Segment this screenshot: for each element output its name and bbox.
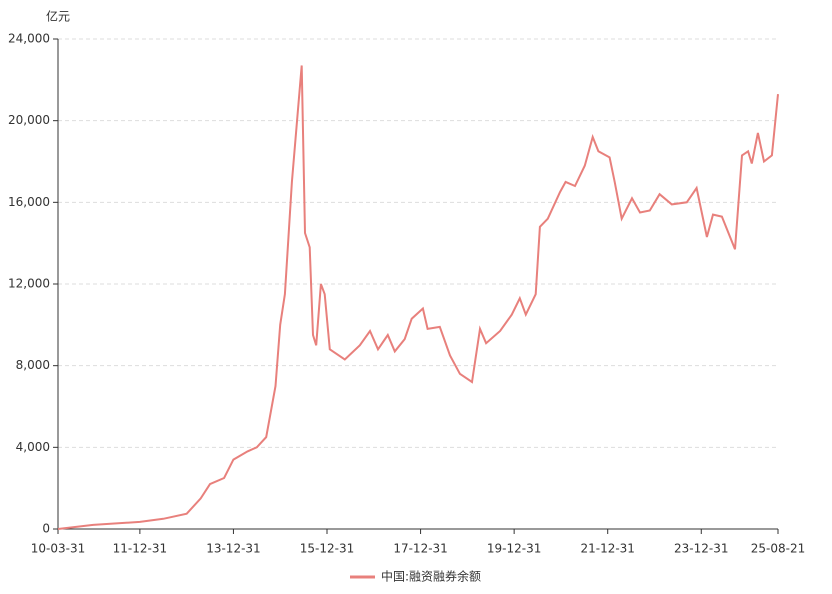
- x-tick-label: 10-03-31: [31, 542, 85, 556]
- x-tick-label: 15-12-31: [300, 542, 354, 556]
- x-tick-label: 23-12-31: [674, 542, 728, 556]
- y-tick-label: 4,000: [16, 440, 50, 454]
- x-tick-label: 19-12-31: [487, 542, 541, 556]
- x-tick-label: 11-12-31: [113, 542, 167, 556]
- y-tick-label: 16,000: [8, 195, 50, 209]
- x-tick-label: 25-08-21: [751, 542, 805, 556]
- y-tick-label: 24,000: [8, 32, 50, 46]
- x-tick-label: 13-12-31: [206, 542, 260, 556]
- y-tick-label: 20,000: [8, 113, 50, 127]
- x-tick-label: 17-12-31: [393, 542, 447, 556]
- y-tick-label: 0: [42, 522, 50, 536]
- data-line: [57, 65, 779, 530]
- x-tick-label: 21-12-31: [580, 542, 634, 556]
- legend-label: 中国:融资融券余额: [381, 569, 481, 584]
- y-tick-label: 8,000: [16, 358, 50, 372]
- y-axis-unit: 亿元: [46, 9, 70, 24]
- y-tick-label: 12,000: [8, 277, 50, 291]
